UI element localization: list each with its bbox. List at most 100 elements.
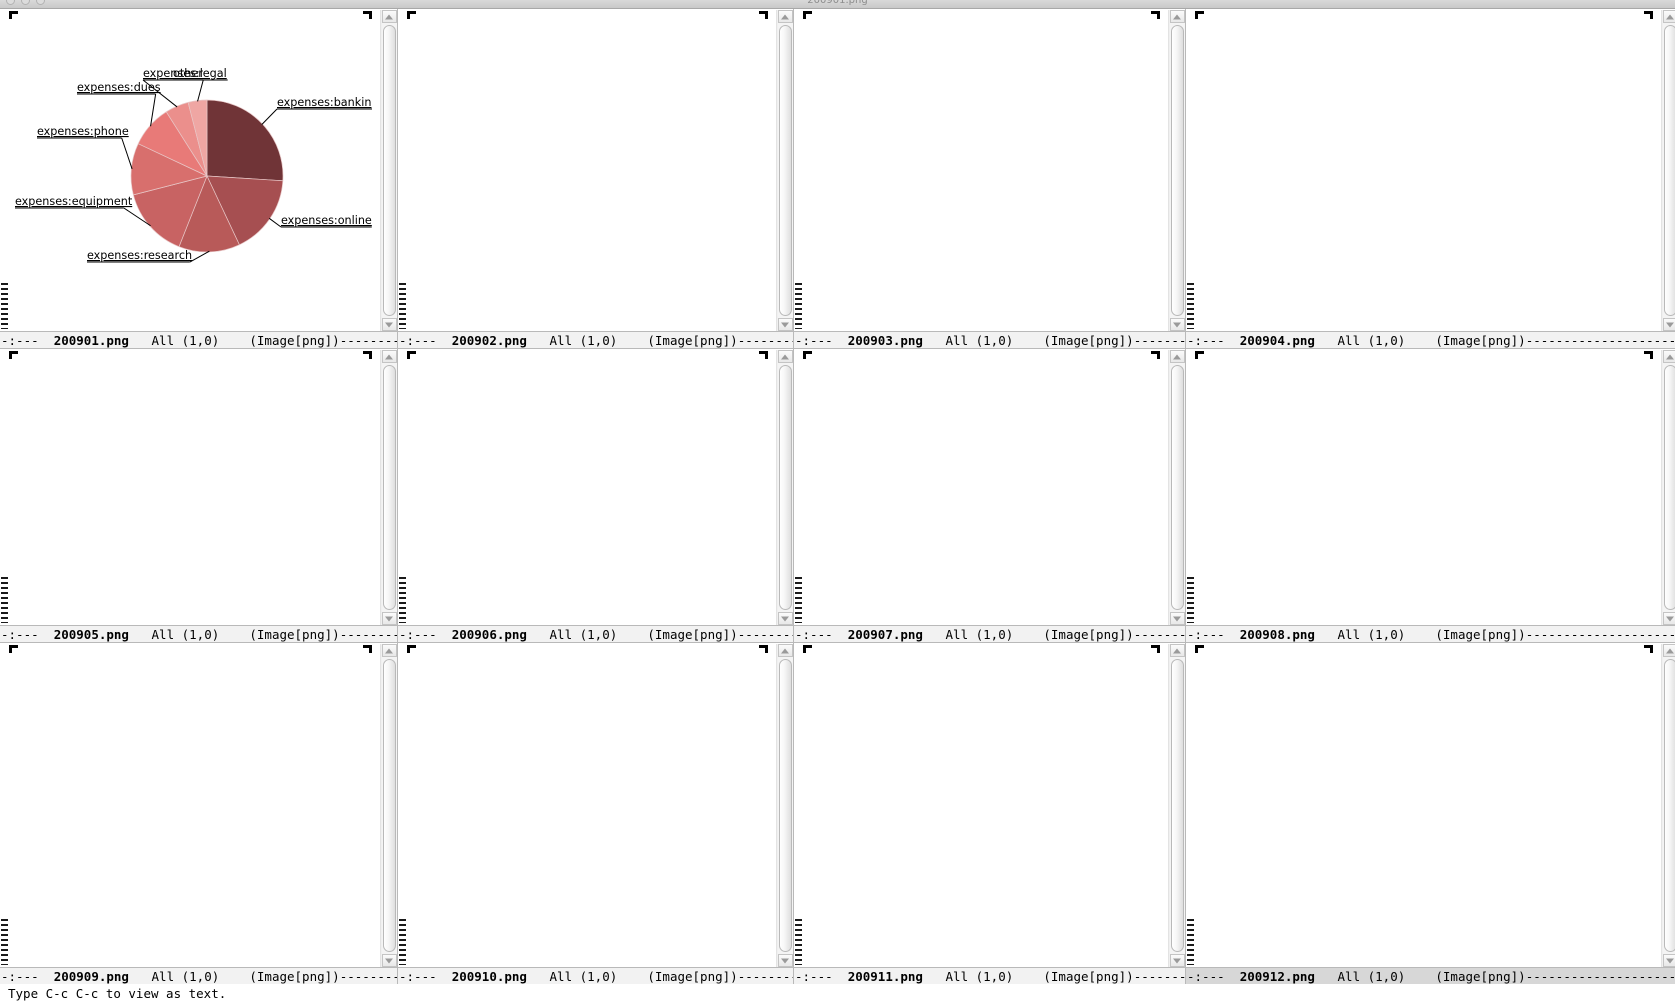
window-divider[interactable] (793, 9, 794, 349)
emacs-window-200912[interactable]: expenses:phoneexpenses:onlineexpenses:eq… (1186, 643, 1675, 985)
scrollbar-thumb[interactable] (1170, 25, 1184, 316)
modeline[interactable]: -:--- 200901.png All (1,0) (Image[png])-… (0, 331, 397, 349)
scroll-down-arrow-icon[interactable] (381, 954, 397, 967)
modeline[interactable]: -:--- 200905.png All (1,0) (Image[png])-… (0, 625, 397, 643)
modeline[interactable]: -:--- 200911.png All (1,0) (Image[png])-… (794, 967, 1185, 985)
scrollbar-thumb[interactable] (1663, 365, 1675, 610)
scroll-down-arrow-icon[interactable] (777, 318, 793, 331)
scroll-down-arrow-icon[interactable] (777, 954, 793, 967)
modeline[interactable]: -:--- 200907.png All (1,0) (Image[png])-… (794, 625, 1185, 643)
scroll-up-arrow-icon[interactable] (381, 644, 397, 657)
window-divider[interactable] (793, 349, 794, 643)
scroll-up-arrow-icon[interactable] (381, 10, 397, 23)
scroll-up-arrow-icon[interactable] (777, 350, 793, 363)
scroll-down-arrow-icon[interactable] (381, 318, 397, 331)
scroll-down-arrow-icon[interactable] (1662, 318, 1675, 331)
scroll-up-arrow-icon[interactable] (777, 10, 793, 23)
window-divider[interactable] (1185, 349, 1186, 643)
vertical-scrollbar[interactable] (1661, 350, 1675, 625)
window-controls[interactable] (6, 0, 45, 5)
emacs-window-200905[interactable]: expenses:phoneexpenses:bankingexpenses:r… (0, 349, 397, 643)
vertical-scrollbar[interactable] (380, 350, 397, 625)
vertical-scrollbar[interactable] (776, 644, 793, 967)
emacs-window-200910[interactable]: expenses:legal/accounexpenses:books/peri… (398, 643, 793, 985)
scrollbar-thumb[interactable] (778, 365, 792, 610)
close-icon[interactable] (6, 0, 15, 5)
vertical-scrollbar[interactable] (1168, 350, 1185, 625)
scrollbar-thumb[interactable] (382, 365, 396, 610)
scrollbar-trough[interactable] (1169, 363, 1185, 612)
image-canvas[interactable]: expenses:reexpenses:bankingexpenses:onli… (1195, 10, 1653, 331)
vertical-scrollbar[interactable] (1661, 644, 1675, 967)
emacs-window-200911[interactable]: expenses:onlineexpenses:phoneexpenses:re… (794, 643, 1185, 985)
scrollbar-thumb[interactable] (382, 659, 396, 952)
image-canvas[interactable]: expenses:phoneexpenses:onlineexpenses:ba… (9, 644, 372, 967)
scroll-up-arrow-icon[interactable] (777, 644, 793, 657)
scroll-up-arrow-icon[interactable] (1662, 644, 1675, 657)
image-canvas[interactable]: expenses:legal/accounexpenses:books/peri… (407, 644, 768, 967)
window-divider[interactable] (397, 9, 398, 349)
scrollbar-trough[interactable] (777, 23, 793, 318)
modeline[interactable]: -:--- 200902.png All (1,0) (Image[png])-… (398, 331, 793, 349)
emacs-window-200902[interactable]: expenses:phoneexpenses:bankingenses:book… (398, 9, 793, 349)
emacs-window-200906[interactable]: expenses:phoneexpenses:onlineexpenses:re… (398, 349, 793, 643)
scroll-up-arrow-icon[interactable] (1169, 10, 1185, 23)
scrollbar-trough[interactable] (777, 363, 793, 612)
scrollbar-thumb[interactable] (382, 25, 396, 316)
window-divider[interactable] (1185, 643, 1186, 985)
vertical-scrollbar[interactable] (380, 644, 397, 967)
scrollbar-trough[interactable] (1169, 23, 1185, 318)
emacs-window-200909[interactable]: expenses:phoneexpenses:onlineexpenses:ba… (0, 643, 397, 985)
modeline[interactable]: -:--- 200912.png All (1,0) (Image[png])-… (1186, 967, 1675, 985)
scrollbar-thumb[interactable] (1663, 659, 1675, 952)
modeline[interactable]: -:--- 200910.png All (1,0) (Image[png])-… (398, 967, 793, 985)
window-divider[interactable] (1185, 9, 1186, 349)
scrollbar-trough[interactable] (1662, 363, 1675, 612)
window-divider[interactable] (793, 643, 794, 985)
image-canvas[interactable]: expenses:phoneexpenses:bankingenses:book… (407, 10, 768, 331)
image-canvas[interactable]: expenses:phoneexpenses:onlineexpenses:re… (407, 350, 768, 625)
scroll-down-arrow-icon[interactable] (381, 612, 397, 625)
image-canvas[interactable]: expenses:conferenceexpenses:phoneexpense… (1195, 350, 1653, 625)
scrollbar-trough[interactable] (381, 657, 397, 954)
scrollbar-thumb[interactable] (1170, 365, 1184, 610)
image-canvas[interactable]: expenses:phoneexpenses:onlineexpenses:eq… (1195, 644, 1653, 967)
scroll-up-arrow-icon[interactable] (1169, 350, 1185, 363)
image-canvas[interactable]: expenses:banking expenses:online expenses:… (9, 10, 372, 331)
scroll-up-arrow-icon[interactable] (1169, 644, 1185, 657)
emacs-window-200903[interactable]: expenses:phoneexpenses:equipmentexpenses… (794, 9, 1185, 349)
vertical-scrollbar[interactable] (776, 350, 793, 625)
modeline[interactable]: -:--- 200908.png All (1,0) (Image[png])-… (1186, 625, 1675, 643)
scrollbar-trough[interactable] (777, 657, 793, 954)
scrollbar-trough[interactable] (1662, 23, 1675, 318)
maximize-icon[interactable] (36, 0, 45, 5)
vertical-scrollbar[interactable] (1168, 10, 1185, 331)
modeline[interactable]: -:--- 200904.png All (1,0) (Image[png])-… (1186, 331, 1675, 349)
scrollbar-thumb[interactable] (778, 25, 792, 316)
scroll-down-arrow-icon[interactable] (1662, 612, 1675, 625)
scroll-up-arrow-icon[interactable] (381, 350, 397, 363)
emacs-window-200904[interactable]: expenses:reexpenses:bankingexpenses:onli… (1186, 9, 1675, 349)
emacs-window-200907[interactable]: expenses:researchexpenses:books/periodic… (794, 349, 1185, 643)
modeline[interactable]: -:--- 200909.png All (1,0) (Image[png])-… (0, 967, 397, 985)
scroll-up-arrow-icon[interactable] (1662, 350, 1675, 363)
scroll-down-arrow-icon[interactable] (1662, 954, 1675, 967)
scroll-down-arrow-icon[interactable] (777, 612, 793, 625)
emacs-window-200901[interactable]: expenses:banking expenses:online expenses:… (0, 9, 397, 349)
vertical-scrollbar[interactable] (776, 10, 793, 331)
image-canvas[interactable]: expenses:researchexpenses:books/periodic… (803, 350, 1160, 625)
window-divider[interactable] (397, 643, 398, 985)
scrollbar-trough[interactable] (1169, 657, 1185, 954)
scroll-down-arrow-icon[interactable] (1169, 318, 1185, 331)
modeline[interactable]: -:--- 200903.png All (1,0) (Image[png])-… (794, 331, 1185, 349)
image-canvas[interactable]: expenses:phoneexpenses:bankingexpenses:r… (9, 350, 372, 625)
window-divider[interactable] (397, 349, 398, 643)
emacs-window-200908[interactable]: expenses:conferenceexpenses:phoneexpense… (1186, 349, 1675, 643)
scrollbar-thumb[interactable] (1663, 25, 1675, 316)
scrollbar-trough[interactable] (381, 23, 397, 318)
image-canvas[interactable]: expenses:onlineexpenses:phoneexpenses:re… (803, 644, 1160, 967)
scrollbar-trough[interactable] (1662, 657, 1675, 954)
scrollbar-trough[interactable] (381, 363, 397, 612)
modeline[interactable]: -:--- 200906.png All (1,0) (Image[png])-… (398, 625, 793, 643)
image-canvas[interactable]: expenses:phoneexpenses:equipmentexpenses… (803, 10, 1160, 331)
